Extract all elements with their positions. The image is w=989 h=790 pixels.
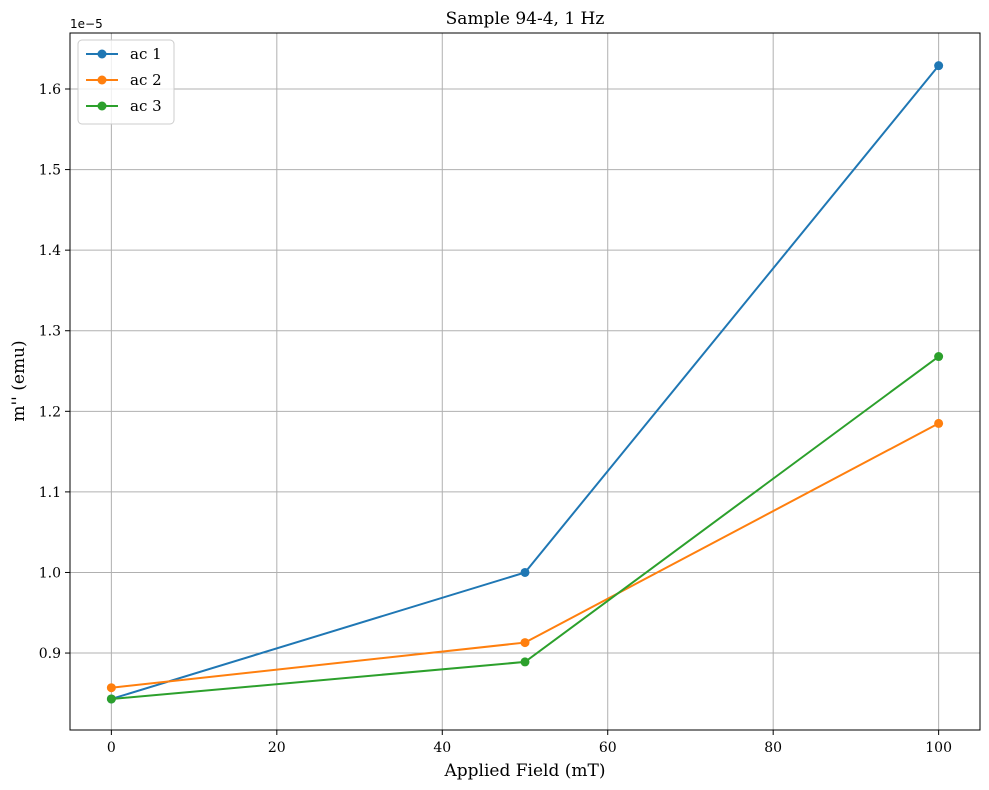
legend-label: ac 3: [130, 97, 162, 115]
plot-area: [69, 32, 981, 731]
legend-marker: [97, 49, 107, 59]
legend-item: ac 2: [86, 71, 162, 89]
y-tick-label: 1.3: [39, 324, 61, 340]
series-line: [111, 64, 940, 700]
series-ac-3: [106, 352, 944, 704]
data-point: [520, 567, 530, 577]
series-line: [111, 355, 940, 700]
data-point: [520, 638, 530, 648]
series-line: [111, 422, 940, 689]
chart-title: Sample 94-4, 1 Hz: [446, 9, 605, 29]
y-axis-offset-label: 1e−5: [70, 17, 103, 31]
data-point: [106, 694, 116, 704]
data-point: [106, 683, 116, 693]
y-tick-label: 1.4: [39, 243, 61, 259]
x-tick-label: 100: [925, 740, 952, 756]
legend-marker: [97, 101, 107, 111]
x-tick-label: 60: [599, 740, 617, 756]
legend-label: ac 1: [130, 45, 162, 63]
y-tick-label: 1.5: [39, 163, 61, 179]
x-tick-label: 80: [764, 740, 782, 756]
series-group: [106, 61, 944, 704]
y-tick-label: 0.9: [39, 646, 61, 662]
legend: ac 1 ac 2 ac 3: [77, 39, 175, 125]
y-axis-label: m'' (emu): [9, 340, 29, 421]
legend-item: ac 3: [86, 97, 162, 115]
y-tick-label: 1.6: [39, 82, 61, 98]
data-point: [934, 61, 944, 71]
y-tick-label: 1.1: [39, 485, 61, 501]
legend-item: ac 1: [86, 45, 162, 63]
x-tick-label: 20: [268, 740, 286, 756]
data-point: [934, 418, 944, 428]
x-axis-label: Applied Field (mT): [443, 761, 605, 781]
series-ac-2: [106, 418, 944, 693]
ticks: 0 20 40 60 80 100 0.9 1.0 1.1 1.2 1.3 1.4 1.5 1.6: [39, 82, 952, 756]
data-point: [520, 657, 530, 667]
series-ac-1: [106, 61, 944, 704]
legend-marker: [97, 75, 107, 85]
x-tick-label: 40: [433, 740, 451, 756]
x-tick-label: 0: [107, 740, 116, 756]
y-tick-label: 1.2: [39, 404, 61, 420]
y-tick-label: 1.0: [39, 565, 61, 581]
data-point: [934, 352, 944, 362]
grid: [70, 33, 980, 730]
legend-label: ac 2: [130, 71, 162, 89]
